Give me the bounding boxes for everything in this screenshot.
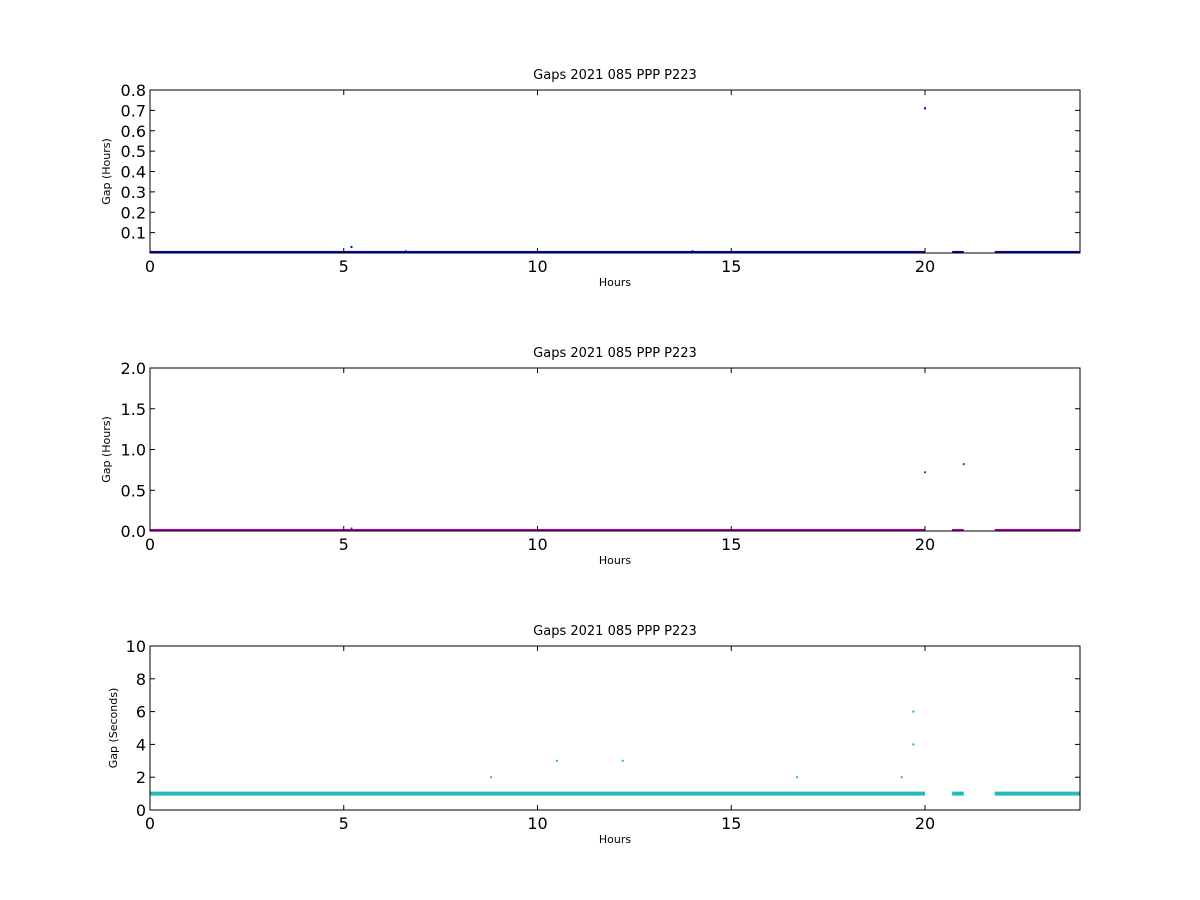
data-point-1 <box>490 776 492 779</box>
x-tick-label: 15 <box>721 535 741 554</box>
x-tick-label: 5 <box>339 535 349 554</box>
y-tick-label: 0 <box>136 801 146 820</box>
data-point-4 <box>796 776 799 779</box>
chart-panel-1: 0 5 10 15 20 0.1 0.20.30.4 0.50.6 0.70.8 Gaps 202… <box>100 68 1081 289</box>
chart-panel-2: 0 5 10 15 20 0.0 0.5 1.0 1.5 2.0 Gaps 2021 085 PPP… <box>100 346 1081 567</box>
data-point-2 <box>555 759 558 762</box>
axes-frame <box>149 645 1081 811</box>
baseline-segment-3 <box>994 250 1080 253</box>
x-tick-label: 20 <box>915 535 935 554</box>
y-tick-label: 0.5 <box>121 142 146 161</box>
y-tick-label: 2.0 <box>121 359 146 378</box>
y-tick-label: 4 <box>136 735 146 754</box>
y-axis-label: Gap (Seconds) <box>107 688 120 769</box>
y-tick-label: 0.2 <box>121 203 146 222</box>
y-tick-label: 8 <box>136 670 146 689</box>
x-tick-label: 10 <box>527 814 547 833</box>
baseline-segment-2 <box>952 791 964 796</box>
x-tick-label: 5 <box>339 814 349 833</box>
x-axis-label: Hours <box>599 276 631 289</box>
y-tick-label: 0.6 <box>121 122 146 141</box>
y-tick-label: 2 <box>136 768 146 787</box>
y-tick-label: 1.5 <box>121 400 146 419</box>
y-tick-label: 6 <box>136 703 146 722</box>
data-point-3 <box>621 759 624 762</box>
data-marks <box>150 710 1080 796</box>
x-axis-label: Hours <box>599 833 631 846</box>
y-tick-label: 1.0 <box>121 441 146 460</box>
y-axis-label: Gap (Hours) <box>100 416 113 483</box>
chart-title: Gaps 2021 085 PPP P223 <box>533 68 697 83</box>
x-axis-label: Hours <box>599 554 631 567</box>
x-tick-label: 20 <box>915 257 935 276</box>
data-point-1 <box>350 245 353 248</box>
x-tick-label: 5 <box>339 257 349 276</box>
y-tick-label: 0.1 <box>121 224 146 243</box>
x-tick-label: 0 <box>145 814 155 833</box>
data-point-3 <box>962 463 965 466</box>
data-point-3 <box>691 250 694 253</box>
x-tick-label: 0 <box>145 257 155 276</box>
x-tick-label: 10 <box>527 535 547 554</box>
y-tick-label: 0.7 <box>121 101 146 120</box>
x-tick-label: 15 <box>721 257 741 276</box>
data-point-4 <box>924 107 926 110</box>
x-tick-label: 20 <box>915 814 935 833</box>
data-point-1 <box>350 527 353 530</box>
chart-title: Gaps 2021 085 PPP P223 <box>533 624 697 639</box>
chart-title: Gaps 2021 085 PPP P223 <box>533 346 697 361</box>
baseline-segment-3 <box>994 528 1080 531</box>
chart-panel-3: 0 5 10 15 20 0 2 4 6 8 10 Gaps 2021 085 PPP P223 Hou… <box>107 624 1081 846</box>
y-tick-label: 0.0 <box>121 522 146 541</box>
data-point-6 <box>912 743 915 746</box>
baseline-segment-1 <box>150 791 925 796</box>
x-tick-label: 15 <box>721 814 741 833</box>
data-point-2 <box>924 471 926 474</box>
y-tick-label: 0.3 <box>121 183 146 202</box>
data-point-2 <box>404 250 407 253</box>
data-point-5 <box>900 776 903 779</box>
x-tick-label: 0 <box>145 535 155 554</box>
y-tick-label: 0.4 <box>121 163 146 182</box>
x-tick-label: 10 <box>527 257 547 276</box>
y-tick-label: 0.5 <box>121 481 146 500</box>
baseline-segment-2 <box>952 528 964 531</box>
y-tick-label: 10 <box>126 637 146 656</box>
baseline-segment-2 <box>952 250 964 253</box>
y-tick-label: 0.8 <box>121 81 146 100</box>
y-axis-label: Gap (Hours) <box>100 138 113 205</box>
baseline-segment-3 <box>994 791 1080 796</box>
data-point-7 <box>912 710 915 713</box>
